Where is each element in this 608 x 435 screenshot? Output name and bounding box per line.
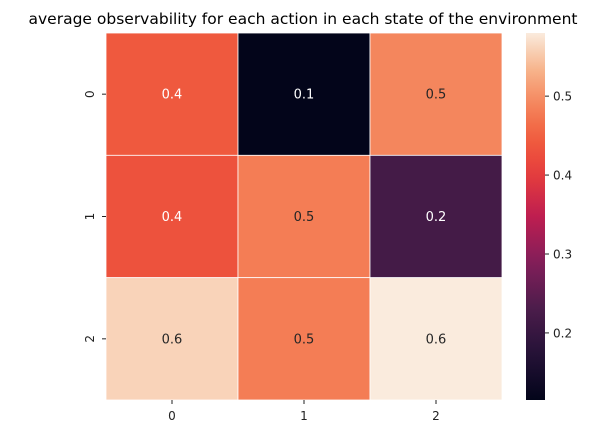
cell-value-label-r2-c1: 0.5 (294, 332, 315, 347)
heatmap-cell-labels: 0.4 0.1 0.5 0.4 0.5 0.2 0.6 0.5 0.6 (162, 88, 447, 348)
y-tick-label: 1 (83, 213, 97, 221)
colorbar-tick-label: 0.4 (553, 169, 572, 183)
heatmap-cell-r2-c0 (105, 277, 239, 401)
x-tick-label: 0 (168, 409, 176, 423)
heatmap-cell-r0-c1 (237, 32, 371, 156)
cell-value-label-r1-c0: 0.4 (162, 210, 183, 225)
heatmap-cell-r1-c2 (369, 154, 503, 279)
cell-value-label-r1-c1: 0.5 (294, 210, 315, 225)
colorbar-tick-label: 0.5 (553, 90, 572, 104)
colorbar (526, 33, 545, 400)
y-tick-label: 2 (83, 335, 97, 343)
x-axis: 0 1 2 (168, 400, 440, 423)
cell-value-label-r0-c0: 0.4 (162, 88, 183, 103)
colorbar-axis: 0.2 0.3 0.4 0.5 (545, 90, 572, 340)
heatmap-cell-r2-c1 (237, 277, 371, 401)
cell-value-label-r2-c0: 0.6 (162, 332, 183, 347)
heatmap-cells (105, 32, 503, 401)
x-tick-label: 1 (300, 409, 308, 423)
cell-value-label-r0-c1: 0.1 (294, 88, 315, 103)
heatmap-cell-r1-c0 (105, 154, 239, 279)
chart-title: average observability for each action in… (29, 10, 578, 28)
cell-value-label-r2-c2: 0.6 (426, 332, 447, 347)
heatmap-cell-r0-c0 (105, 32, 239, 156)
x-tick-label: 2 (432, 409, 440, 423)
colorbar-tick-label: 0.2 (553, 326, 572, 340)
y-tick-label: 0 (83, 90, 97, 98)
cell-value-label-r0-c2: 0.5 (426, 88, 447, 103)
cell-value-label-r1-c2: 0.2 (426, 210, 447, 225)
y-axis: 0 1 2 (83, 90, 106, 343)
colorbar-tick-label: 0.3 (553, 247, 572, 261)
heatmap-cell-r0-c2 (369, 32, 503, 156)
heatmap-cell-r1-c1 (237, 154, 371, 279)
